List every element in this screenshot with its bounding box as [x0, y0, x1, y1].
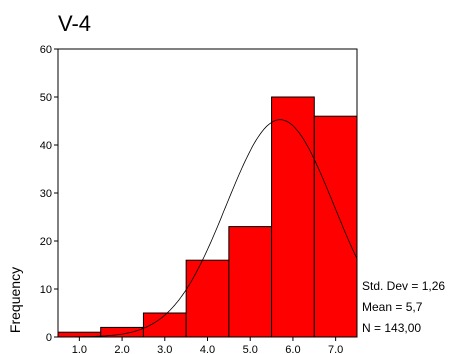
x-tick-label-3.0: 3.0 — [157, 344, 172, 354]
histogram-bar-4 — [185, 259, 230, 338]
y-axis-label: Frequency — [7, 267, 23, 333]
chart-title: V-4 — [58, 11, 91, 36]
x-tick-label-7.0: 7.0 — [328, 344, 343, 354]
x-tick-label-5.0: 5.0 — [243, 344, 258, 354]
x-tick-label-4.0: 4.0 — [200, 344, 215, 354]
x-tick-label-1.0: 1.0 — [72, 344, 87, 354]
histogram-bar-5 — [228, 226, 273, 338]
y-tick-label-10: 10 — [40, 284, 52, 296]
y-tick-label-20: 20 — [40, 236, 52, 248]
histogram-bar-7 — [313, 115, 358, 338]
y-tick-label-60: 60 — [40, 44, 52, 56]
x-tick-label-6.0: 6.0 — [285, 344, 300, 354]
histogram-bar-6 — [271, 96, 315, 338]
normal-curve — [58, 119, 358, 338]
y-tick-label-50: 50 — [40, 92, 52, 104]
x-tick-label-2.0: 2.0 — [114, 344, 129, 354]
std-dev-stat: Std. Dev = 1,26 — [362, 279, 445, 293]
y-tick-label-30: 30 — [40, 188, 52, 200]
y-tick-label-40: 40 — [40, 140, 52, 152]
n-stat: N = 143,00 — [362, 321, 421, 335]
plot-area: 0 10 20 30 40 50 60 1.0 2.0 3.0 4.0 5.0 6.0 7.0 — [40, 44, 358, 354]
mean-stat: Mean = 5,7 — [362, 300, 423, 314]
y-tick-label-0: 0 — [46, 332, 52, 344]
